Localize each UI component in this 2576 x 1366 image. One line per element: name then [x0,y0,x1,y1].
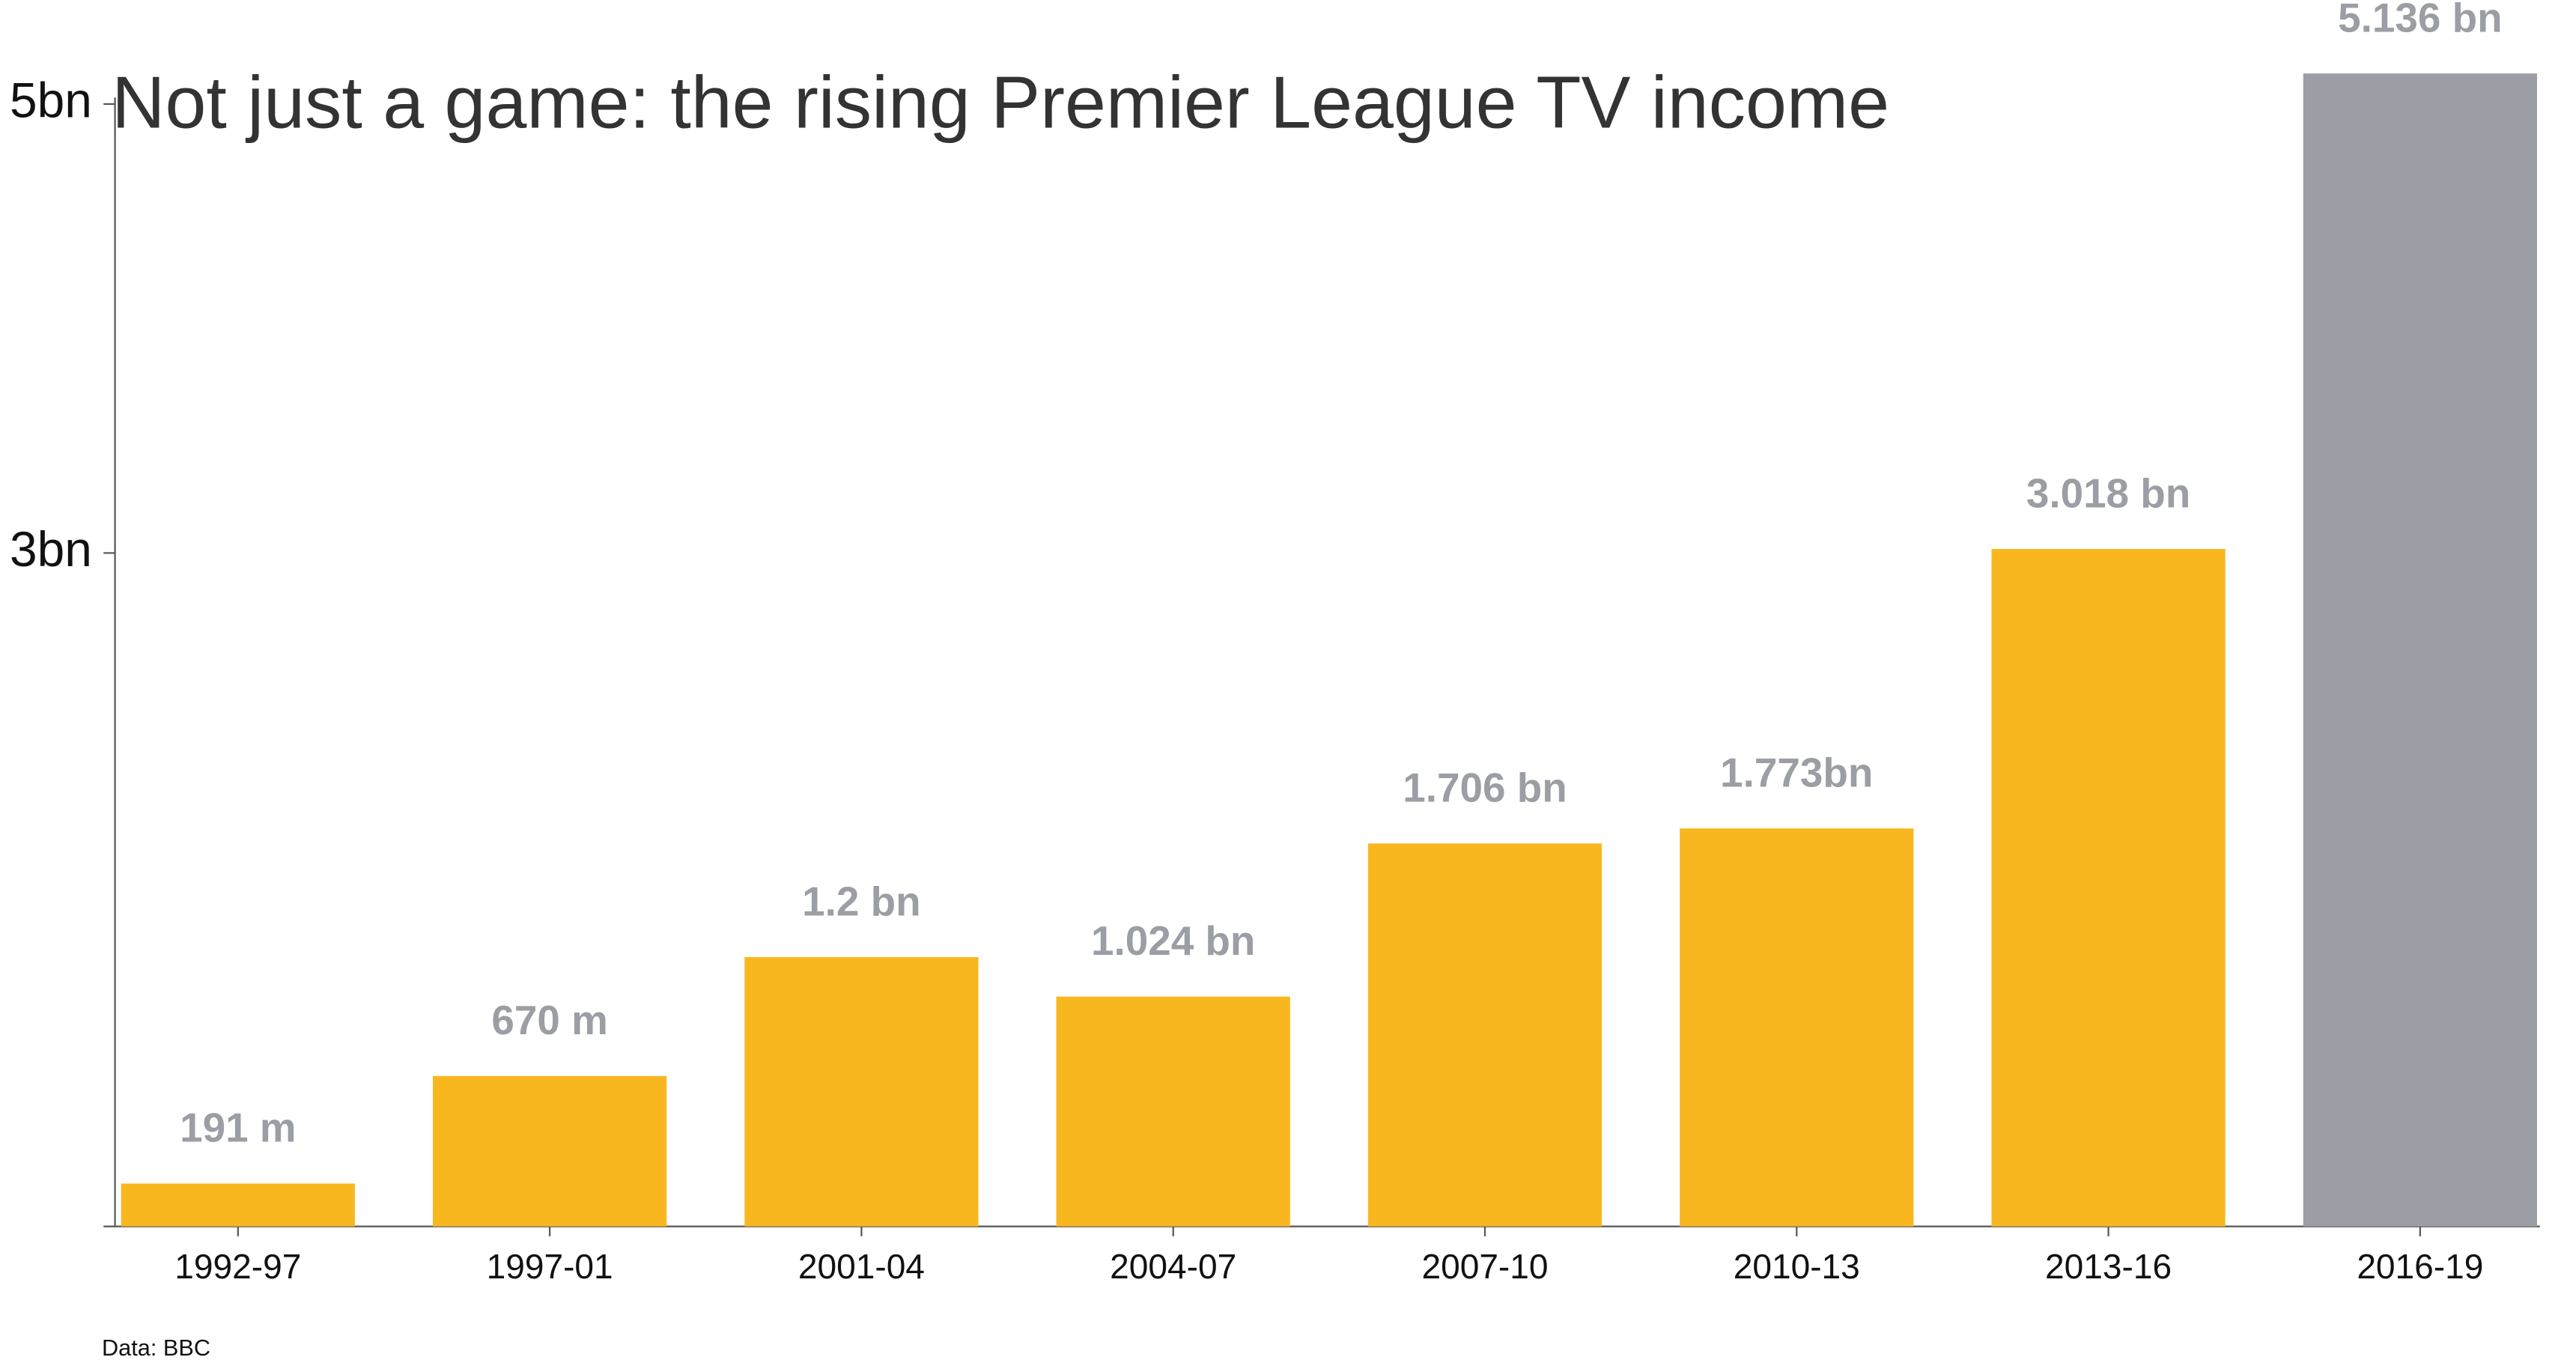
y-tick-label: 5bn [10,72,92,127]
value-label: 1.706 bn [1403,765,1567,811]
x-tick-label: 2010-13 [1734,1247,1860,1286]
x-tick-label: 2004-07 [1110,1247,1236,1286]
bar [433,1075,667,1227]
bar [1056,996,1290,1227]
bar [1991,549,2226,1227]
value-label: 191 m [180,1105,296,1151]
x-tick-label: 2013-16 [2045,1247,2172,1286]
chart-title: Not just a game: the rising Premier Leag… [112,61,1889,144]
value-label: 5.136 bn [2338,0,2502,40]
value-label: 1.773bn [1720,750,1873,796]
x-tick-label: 2016-19 [2357,1247,2483,1286]
x-tick-label: 2001-04 [798,1247,925,1286]
x-tick-label: 1997-01 [487,1247,613,1286]
value-label: 3.018 bn [2026,470,2190,516]
y-tick-label: 3bn [10,521,92,577]
value-label: 1.024 bn [1091,917,1255,964]
bar [2303,73,2537,1227]
x-tick-label: 2007-10 [1421,1247,1548,1286]
bar [1367,843,1603,1227]
bar [121,1183,355,1227]
bar [1680,828,1914,1227]
value-label: 670 m [491,997,607,1043]
value-label: 1.2 bn [802,878,920,924]
x-tick-label: 1992-97 [174,1247,301,1286]
bar [744,956,979,1227]
source-note: Data: BBC [102,1335,210,1361]
